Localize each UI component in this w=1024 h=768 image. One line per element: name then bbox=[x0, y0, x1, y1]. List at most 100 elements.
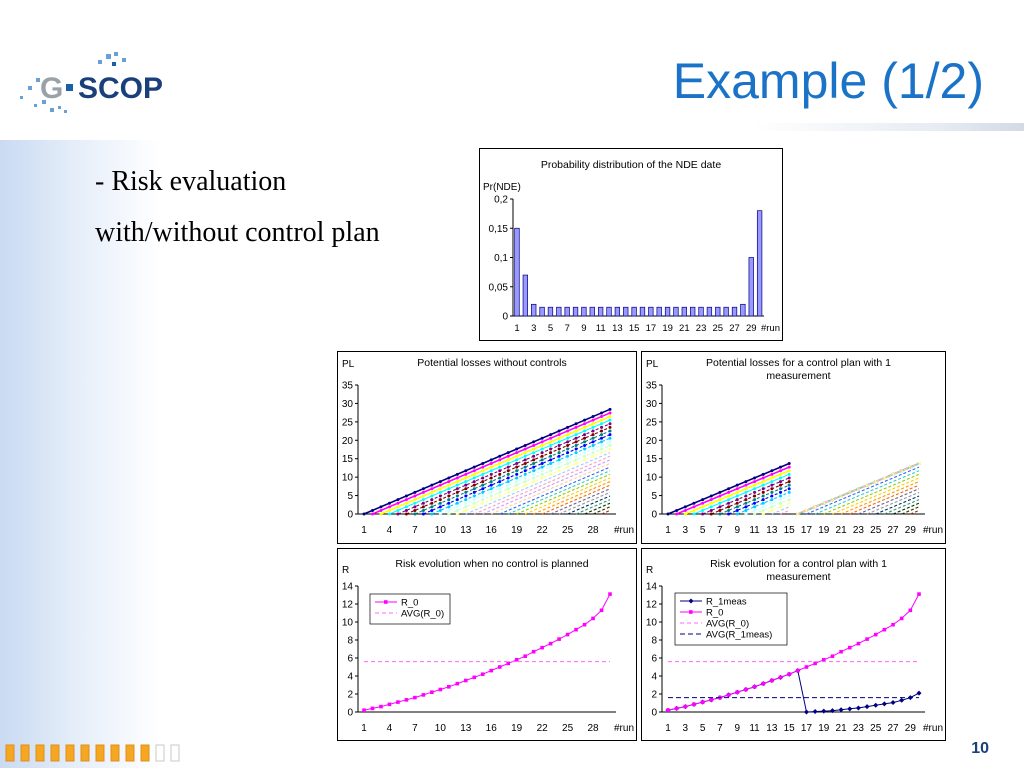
series-point bbox=[515, 465, 519, 469]
series-line-23 bbox=[550, 488, 611, 515]
x-tick-label: 19 bbox=[818, 525, 830, 536]
series-point bbox=[591, 454, 595, 458]
x-tick-label: 11 bbox=[596, 323, 606, 334]
series-point bbox=[608, 425, 612, 429]
series-point bbox=[472, 483, 476, 487]
x-tick-label: 9 bbox=[581, 323, 586, 334]
series-point bbox=[761, 501, 765, 505]
y-axis-label: PL bbox=[646, 359, 659, 370]
series-point bbox=[600, 425, 604, 429]
series-point bbox=[727, 487, 731, 491]
chart-title: Risk evolution for a control plan with 1 bbox=[710, 558, 887, 570]
series-point bbox=[753, 483, 757, 487]
series-point bbox=[532, 480, 536, 484]
series-point bbox=[498, 465, 502, 469]
point-R_0 bbox=[761, 681, 766, 686]
series-point bbox=[770, 483, 774, 487]
series-point bbox=[779, 476, 783, 480]
series-point bbox=[583, 454, 587, 458]
point-R_0 bbox=[591, 616, 595, 621]
series-point bbox=[506, 476, 510, 480]
x-tick-label: 27 bbox=[887, 723, 899, 734]
series-point bbox=[430, 483, 434, 487]
body-line-1: - Risk evaluation bbox=[95, 166, 287, 197]
series-point bbox=[574, 443, 578, 447]
series-point bbox=[413, 494, 417, 498]
series-point bbox=[515, 458, 519, 462]
body-line-2: with/without control plan bbox=[95, 217, 380, 248]
series-point bbox=[455, 483, 459, 487]
series-point bbox=[404, 508, 408, 512]
series-point bbox=[557, 458, 561, 462]
y-tick-label: 0,05 bbox=[489, 282, 509, 293]
series-point bbox=[430, 494, 434, 498]
point-R_0 bbox=[796, 668, 800, 673]
series-point bbox=[709, 494, 713, 498]
series-point bbox=[404, 505, 408, 509]
series-point bbox=[447, 508, 451, 512]
series-point bbox=[761, 512, 765, 516]
point-R_0 bbox=[472, 675, 477, 680]
chart-title: measurement bbox=[766, 571, 830, 583]
y-tick-label: 12 bbox=[342, 600, 354, 611]
x-tick-label: 1 bbox=[361, 525, 367, 536]
footer-bar bbox=[155, 744, 165, 762]
series-point bbox=[523, 462, 527, 466]
point-R_0 bbox=[891, 622, 895, 627]
series-point bbox=[709, 501, 713, 505]
series-point bbox=[515, 472, 519, 476]
series-line-5 bbox=[397, 423, 611, 515]
bar-24 bbox=[706, 306, 713, 317]
point-R_0 bbox=[523, 654, 527, 658]
series-point bbox=[557, 465, 561, 469]
x-tick-label: 4 bbox=[387, 525, 393, 536]
series-point bbox=[515, 483, 519, 487]
series-point bbox=[608, 433, 612, 437]
series-line-19 bbox=[823, 473, 920, 515]
series-point bbox=[370, 508, 374, 512]
bar-20 bbox=[673, 306, 679, 317]
series-point bbox=[574, 458, 578, 462]
series-point bbox=[744, 498, 748, 502]
point-R_0 bbox=[557, 637, 561, 641]
x-tick-label: 7 bbox=[717, 525, 723, 536]
x-tick-label: 21 bbox=[836, 723, 848, 734]
bar-21 bbox=[681, 306, 687, 317]
series-point bbox=[421, 487, 425, 491]
series-point bbox=[761, 505, 765, 509]
point-R_1meas bbox=[803, 709, 809, 715]
x-tick-label: 10 bbox=[435, 525, 447, 536]
body-text: - Risk evaluation with/without control p… bbox=[95, 156, 380, 258]
series-point bbox=[549, 447, 553, 451]
point-R_1meas bbox=[821, 708, 827, 714]
series-point bbox=[532, 443, 536, 447]
series-line-26 bbox=[575, 499, 611, 515]
footer-bar bbox=[80, 744, 90, 762]
y-tick-label: 0 bbox=[651, 708, 657, 719]
series-line-8 bbox=[728, 488, 790, 515]
series-point bbox=[413, 490, 417, 494]
series-point bbox=[779, 487, 783, 491]
bar-14 bbox=[623, 306, 629, 317]
series-point bbox=[753, 512, 757, 516]
point-R_0 bbox=[744, 687, 748, 692]
series-point bbox=[727, 498, 731, 502]
y-tick-label: 10 bbox=[342, 618, 354, 629]
series-point bbox=[379, 508, 383, 512]
series-point bbox=[481, 480, 485, 484]
y-tick-label: 2 bbox=[651, 690, 657, 701]
series-point bbox=[761, 494, 765, 498]
series-point bbox=[430, 487, 434, 491]
series-point bbox=[506, 462, 510, 466]
series-point bbox=[549, 440, 553, 444]
y-tick-label: 14 bbox=[342, 582, 354, 593]
series-point bbox=[498, 462, 502, 466]
series-point bbox=[447, 490, 451, 494]
series-point bbox=[718, 501, 722, 505]
footer-decoration bbox=[5, 744, 180, 762]
series-point bbox=[701, 505, 705, 509]
series-line-11 bbox=[448, 444, 611, 515]
x-tick-label: 21 bbox=[836, 525, 848, 536]
x-tick-label: 29 bbox=[905, 723, 917, 734]
series-point bbox=[753, 498, 757, 502]
